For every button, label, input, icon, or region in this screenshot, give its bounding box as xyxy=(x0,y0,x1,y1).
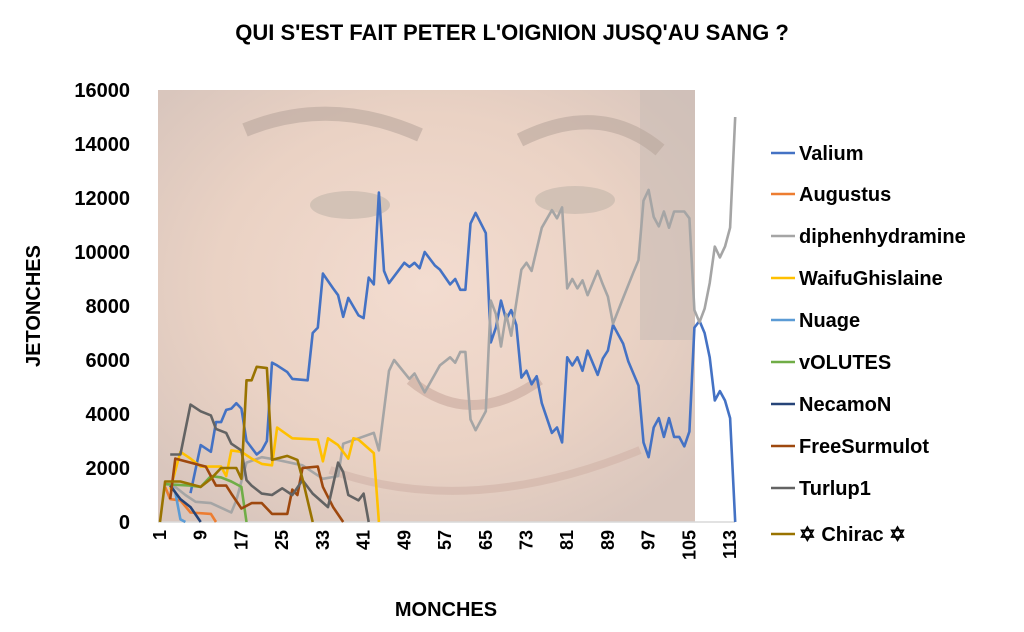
x-tick-label: 81 xyxy=(557,530,577,550)
series-line-chirac xyxy=(158,365,314,523)
chart-title: QUI S'EST FAIT PETER L'OIGNION JUSQ'AU S… xyxy=(235,20,789,45)
x-tick-label: 17 xyxy=(231,530,251,550)
x-tick-label: 41 xyxy=(354,530,374,550)
legend-label: ✡ Chirac ✡ xyxy=(799,524,906,546)
x-tick-label: 33 xyxy=(313,530,333,550)
series-line-turlup1 xyxy=(170,403,370,523)
series-line-valium xyxy=(189,191,737,523)
x-tick-label: 25 xyxy=(272,530,292,550)
y-tick-label: 12000 xyxy=(74,188,130,210)
x-tick-label: 49 xyxy=(394,530,414,550)
series-line-necamon xyxy=(169,484,202,523)
legend-label: Valium xyxy=(799,143,863,165)
x-tick-label: 113 xyxy=(720,530,740,559)
y-tick-label: 14000 xyxy=(74,134,130,156)
series-line-waifughislaine xyxy=(168,426,381,523)
legend-label: NecamoN xyxy=(799,394,891,416)
x-tick-label: 97 xyxy=(639,530,659,550)
x-tick-label: 1 xyxy=(150,530,170,540)
x-tick-label: 73 xyxy=(516,530,536,550)
background-photo xyxy=(158,90,695,522)
y-tick-label: 6000 xyxy=(86,350,131,372)
legend-label: Nuage xyxy=(799,310,860,332)
y-axis-label: JETONCHES xyxy=(23,245,45,367)
legend: Valium Augustus diphenhydramine WaifuGhisla… xyxy=(771,143,966,546)
x-tick-label: 9 xyxy=(191,530,211,540)
x-tick-label: 89 xyxy=(598,530,618,550)
x-tick-label: 105 xyxy=(679,530,699,560)
legend-label: WaifuGhislaine xyxy=(799,268,943,290)
y-tick-label: 0 xyxy=(119,512,130,534)
y-tick-label: 16000 xyxy=(74,80,130,102)
series-line-freesurmulot xyxy=(168,457,345,523)
legend-label: diphenhydramine xyxy=(799,226,966,248)
y-tick-label: 4000 xyxy=(86,404,131,426)
legend-label: Augustus xyxy=(799,184,891,206)
legend-label: vOLUTES xyxy=(799,352,891,374)
x-tick-label: 65 xyxy=(476,530,496,550)
legend-label: Turlup1 xyxy=(799,478,871,500)
legend-label: FreeSurmulot xyxy=(799,436,929,458)
x-tick-label: 57 xyxy=(435,530,455,550)
x-axis-label: MONCHES xyxy=(395,599,497,621)
y-tick-label: 2000 xyxy=(86,458,131,480)
y-tick-label: 10000 xyxy=(74,242,130,264)
y-tick-label: 8000 xyxy=(86,296,131,318)
